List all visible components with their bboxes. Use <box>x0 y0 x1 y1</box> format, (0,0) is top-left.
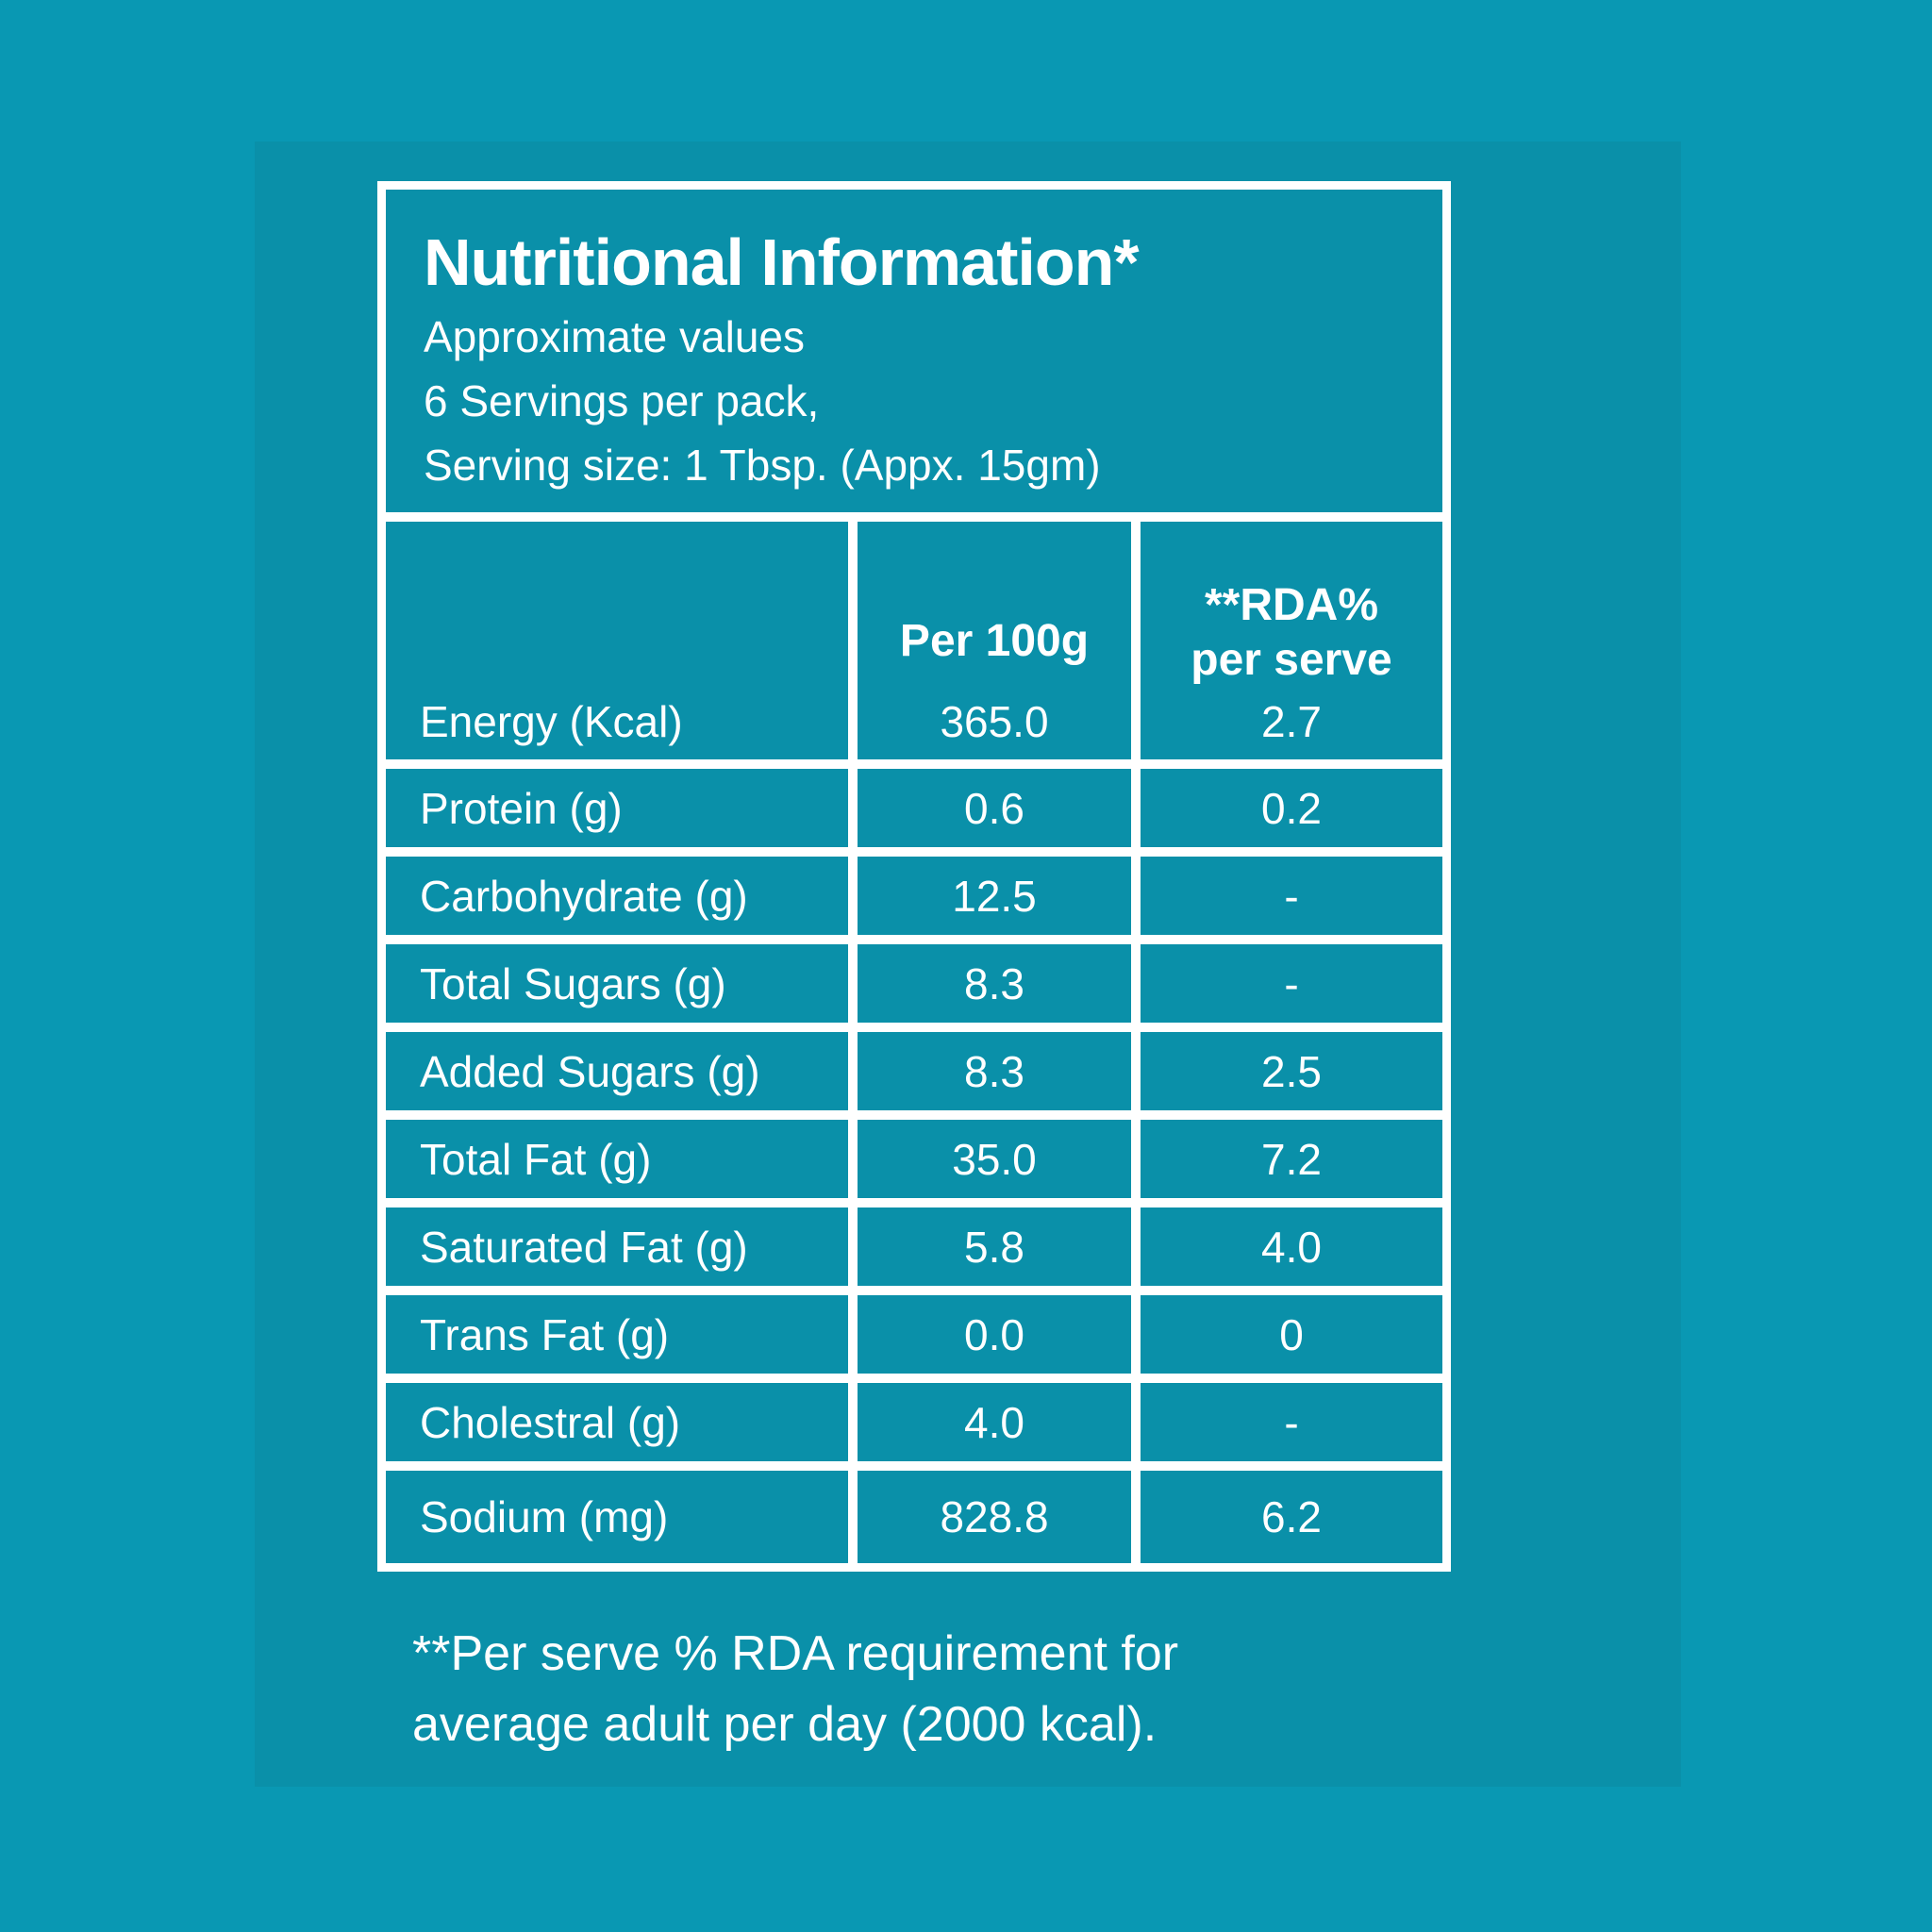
row-trans-fat-label: Trans Fat (g) <box>386 1295 848 1374</box>
page-title: Nutritional Information* <box>424 225 1140 299</box>
row-protein-per100g-value: 0.6 <box>858 769 1131 847</box>
rda-footnote-line1: **Per serve % RDA requirement for <box>412 1626 1179 1681</box>
row-total-fat-label: Total Fat (g) <box>386 1120 848 1198</box>
subtitle-serving-size: Serving size: 1 Tbsp. (Appx. 15gm) <box>424 441 1101 490</box>
row-cholestral-per100g-value: 4.0 <box>858 1383 1131 1461</box>
row-total-sugars-per100g-value: 8.3 <box>858 944 1131 1023</box>
nutrition-info-box: Nutritional Information* Approximate val… <box>377 181 1451 1572</box>
rda-footnote: **Per serve % RDA requirement for averag… <box>412 1619 1178 1760</box>
row-total-sugars-label: Total Sugars (g) <box>386 944 848 1023</box>
row-saturated-fat-rda-value: 4.0 <box>1141 1208 1442 1286</box>
row-energy-label-cell: Energy (Kcal) <box>386 522 848 759</box>
col-header-per-100g: Per 100g <box>899 616 1090 666</box>
row-energy-label: Energy (Kcal) <box>420 697 683 746</box>
row-carbohydrate-per100g-value: 12.5 <box>858 857 1131 935</box>
row-total-fat-rda-value: 7.2 <box>1141 1120 1442 1198</box>
row-protein-rda-value: 0.2 <box>1141 769 1442 847</box>
row-total-sugars-rda-value: - <box>1141 944 1442 1023</box>
col-header-rda-cell: **RDA% per serve 2.7 <box>1141 522 1442 759</box>
row-energy-rda-value: 2.7 <box>1261 697 1322 746</box>
row-added-sugars-label: Added Sugars (g) <box>386 1032 848 1110</box>
row-cholestral-rda-value: - <box>1141 1383 1442 1461</box>
row-trans-fat-rda-value: 0 <box>1141 1295 1442 1374</box>
row-sodium-label: Sodium (mg) <box>386 1471 848 1563</box>
row-protein-label: Protein (g) <box>386 769 848 847</box>
subtitle-servings-per-pack: 6 Servings per pack, <box>424 376 820 425</box>
row-sodium-rda-value: 6.2 <box>1141 1471 1442 1563</box>
col-header-rda-line1: **RDA% <box>1204 580 1379 630</box>
row-saturated-fat-per100g-value: 5.8 <box>858 1208 1131 1286</box>
nutrition-table: Energy (Kcal) Per 100g 365.0 **RDA% per … <box>386 512 1442 1563</box>
col-header-per-100g-cell: Per 100g 365.0 <box>858 522 1131 759</box>
row-trans-fat-per100g-value: 0.0 <box>858 1295 1131 1374</box>
row-sodium-per100g-value: 828.8 <box>858 1471 1131 1563</box>
row-carbohydrate-rda-value: - <box>1141 857 1442 935</box>
rda-footnote-line2: average adult per day (2000 kcal). <box>412 1697 1158 1752</box>
row-total-fat-per100g-value: 35.0 <box>858 1120 1131 1198</box>
row-cholestral-label: Cholestral (g) <box>386 1383 848 1461</box>
subtitle-approximate-values: Approximate values <box>424 312 805 361</box>
row-added-sugars-per100g-value: 8.3 <box>858 1032 1131 1110</box>
row-carbohydrate-label: Carbohydrate (g) <box>386 857 848 935</box>
col-header-rda: **RDA% per serve <box>1191 578 1392 688</box>
col-header-rda-line2: per serve <box>1191 635 1392 685</box>
title-section: Nutritional Information* Approximate val… <box>386 190 1442 512</box>
row-energy-per100g-value: 365.0 <box>940 697 1049 746</box>
row-added-sugars-rda-value: 2.5 <box>1141 1032 1442 1110</box>
row-saturated-fat-label: Saturated Fat (g) <box>386 1208 848 1286</box>
